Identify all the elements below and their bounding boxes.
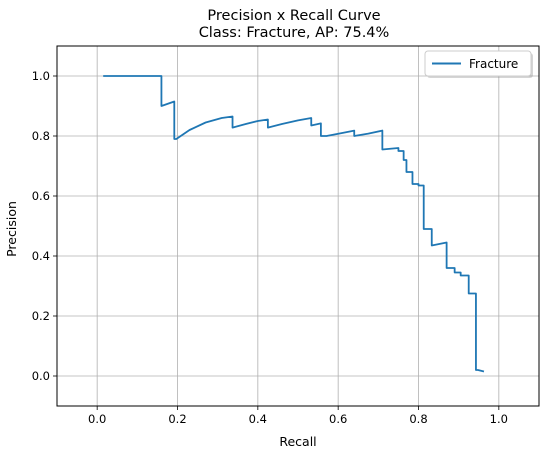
y-tick-label: 0.2 xyxy=(32,309,50,323)
y-axis-label: Precision xyxy=(4,201,19,257)
plot-area-frame xyxy=(56,45,540,407)
chart-title: Precision x Recall Curve xyxy=(207,8,380,24)
y-tick-label: 0.4 xyxy=(32,249,50,263)
x-tick-label: 0.4 xyxy=(249,412,267,426)
axis-ticks: 0.0 0.2 0.4 0.6 0.8 1.0 0.0 0.2 0.4 0.6 0.8 1.0 xyxy=(32,69,508,426)
y-tick-label: 0.0 xyxy=(32,369,50,383)
x-axis-label: Recall xyxy=(279,434,316,449)
y-tick-label: 0.8 xyxy=(32,129,50,143)
legend-label-fracture: Fracture xyxy=(469,57,518,71)
x-tick-label: 0.6 xyxy=(329,412,347,426)
series-layer xyxy=(103,75,485,373)
legend: Fracture xyxy=(424,50,533,78)
y-tick-label: 1.0 xyxy=(32,69,50,83)
x-tick-label: 1.0 xyxy=(490,412,508,426)
legend-box xyxy=(424,50,532,77)
chart-subtitle: Class: Fracture, AP: 75.4% xyxy=(199,25,390,41)
y-tick-label: 0.6 xyxy=(32,189,50,203)
x-tick-label: 0.2 xyxy=(168,412,186,426)
x-tick-label: 0.8 xyxy=(409,412,427,426)
grid-lines xyxy=(57,46,539,406)
x-tick-label: 0.0 xyxy=(88,412,106,426)
series-line-fracture xyxy=(103,75,485,373)
